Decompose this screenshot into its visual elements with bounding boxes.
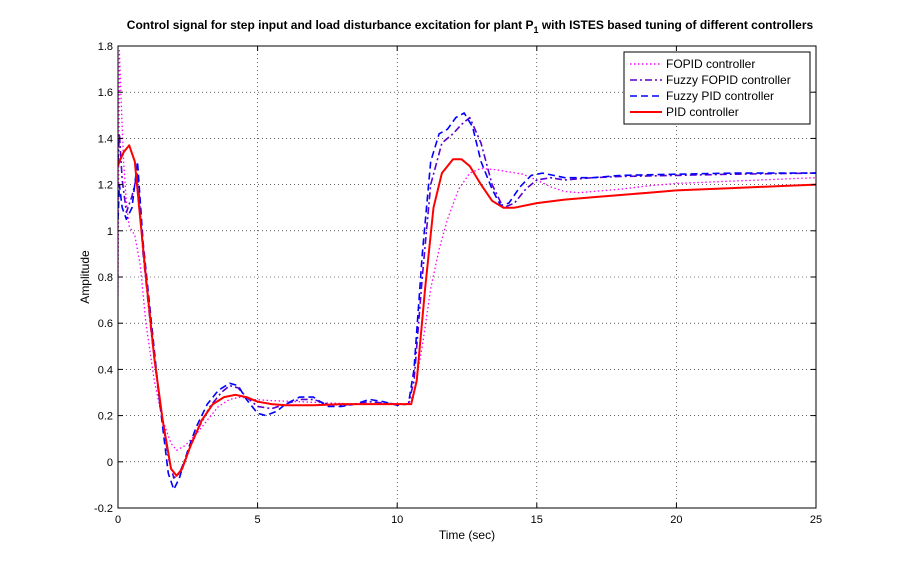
y-tick-label: 0 [107,457,113,469]
legend-label: FOPID controller [666,57,755,71]
chart-title-suffix: with ISTES based tuning of different con… [539,18,814,32]
y-tick-label: 0.8 [98,272,113,284]
series-line-3 [118,112,816,491]
legend-label: Fuzzy PID controller [666,89,774,103]
y-tick-label: 1.6 [98,87,113,99]
x-axis-label: Time (sec) [439,528,495,542]
y-tick-label: -0.2 [94,503,113,515]
legend-label: Fuzzy FOPID controller [666,73,791,87]
x-tick-label: 15 [531,514,543,526]
y-axis-label: Amplitude [78,250,92,304]
y-tick-label: 1.8 [98,41,113,53]
y-tick-label: 0.2 [98,411,113,423]
y-tick-label: 1 [107,226,113,238]
plot-lines [118,49,816,491]
y-tick-label: 0.6 [98,318,113,330]
y-tick-label: 0.4 [98,364,113,376]
ticks: 0 5 10 15 20 25-0.200.20.40.60.811.21.41.61.8 [94,41,822,526]
chart-title: Control signal for step input and load d… [127,18,814,35]
y-tick-label: 1.4 [98,133,113,145]
series-line-4 [118,144,816,477]
x-tick-label: 5 [255,514,261,526]
x-tick-label: 20 [670,514,682,526]
y-tick-label: 1.2 [98,180,113,192]
legend-label: PID controller [666,105,739,119]
chart-title-subscript: 1 [534,25,539,35]
grid [118,46,816,508]
legend: FOPID controller Fuzzy FOPID controller Fu… [623,51,811,125]
x-tick-label: 10 [391,514,403,526]
x-tick-label: 25 [810,514,822,526]
series-line-2 [118,116,816,479]
x-tick-label: 0 [115,514,121,526]
chart-title-prefix: Control signal for step input and load d… [127,18,534,32]
